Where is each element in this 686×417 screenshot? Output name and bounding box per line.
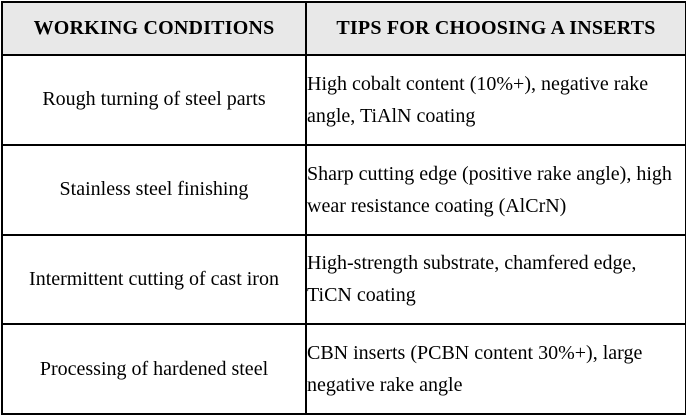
table-row: Processing of hardened steel CBN inserts… <box>1 323 686 415</box>
table-row: Rough turning of steel parts High cobalt… <box>1 54 686 146</box>
condition-cell-intermittent-cast-iron: Intermittent cutting of cast iron <box>1 233 307 326</box>
table-row: Stainless steel finishing Sharp cutting … <box>1 143 686 236</box>
tip-cell-rough-turning: High cobalt content (10%+), negative rak… <box>305 54 686 146</box>
tip-cell-stainless-finishing: Sharp cutting edge (positive rake angle)… <box>305 143 686 236</box>
condition-cell-stainless-finishing: Stainless steel finishing <box>1 143 307 236</box>
table-row: Intermittent cutting of cast iron High-s… <box>1 233 686 326</box>
tip-cell-intermittent-cast-iron: High-strength substrate, chamfered edge,… <box>305 233 686 326</box>
condition-cell-rough-turning: Rough turning of steel parts <box>1 54 307 146</box>
header-tips-for-choosing-inserts: TIPS FOR CHOOSING A INSERTS <box>305 1 686 56</box>
tip-cell-hardened-steel: CBN inserts (PCBN content 30%+), large n… <box>305 323 686 415</box>
condition-cell-hardened-steel: Processing of hardened steel <box>1 323 307 415</box>
header-row: WORKING CONDITIONS TIPS FOR CHOOSING A I… <box>1 1 686 56</box>
header-working-conditions: WORKING CONDITIONS <box>1 1 307 56</box>
